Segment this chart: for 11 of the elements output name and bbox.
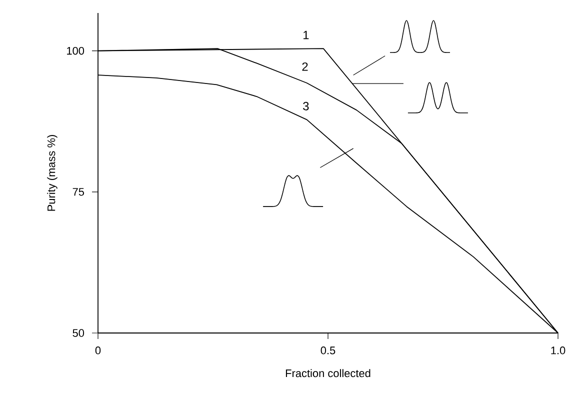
series-label: 1 (304, 30, 309, 40)
y-tick-label: 75 (72, 188, 84, 196)
series-label: 3 (303, 102, 309, 110)
x-axis-title: Fraction collected (286, 369, 370, 378)
x-tick-label: 1.0 (551, 346, 566, 354)
y-tick-label: 100 (67, 46, 84, 55)
y-tick-label: 50 (72, 329, 84, 337)
series-label: 2 (302, 62, 308, 71)
x-tick-label: 0 (95, 346, 101, 354)
x-tick-label: 0.5 (320, 346, 336, 354)
y-axis-title: Purity (mass %) (47, 135, 58, 211)
